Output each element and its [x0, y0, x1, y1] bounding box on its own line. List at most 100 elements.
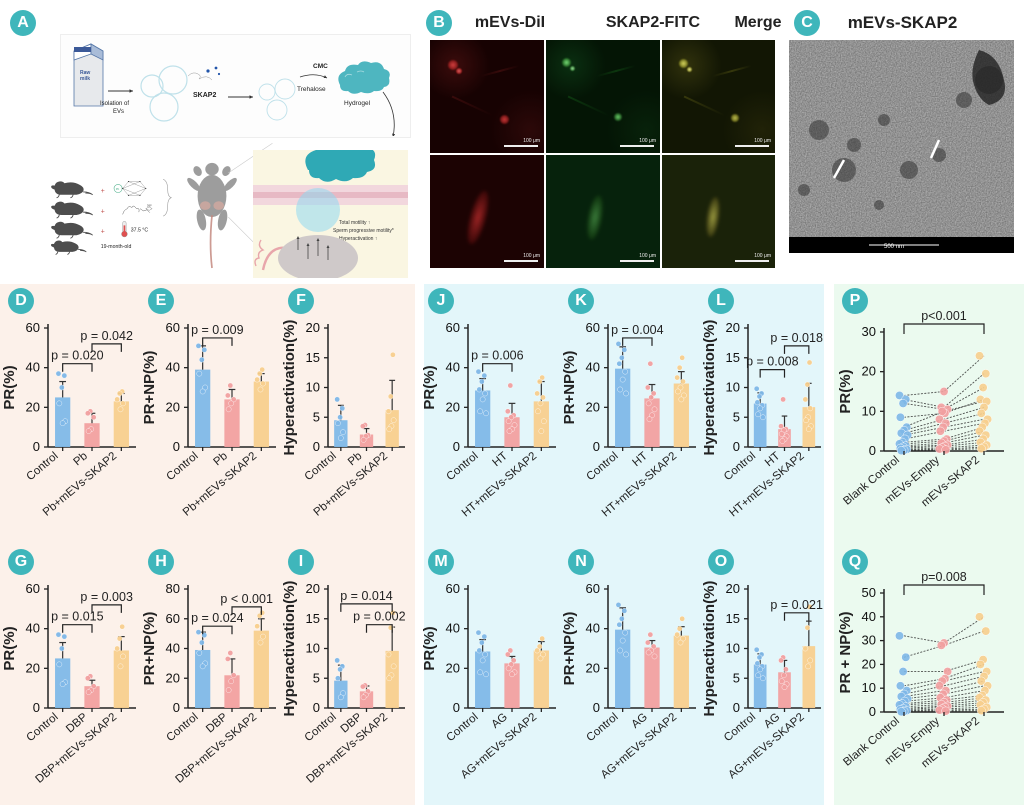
svg-text:Control: Control	[303, 711, 339, 744]
svg-text:40: 40	[166, 360, 180, 375]
svg-text:+: +	[101, 228, 105, 235]
svg-text:40: 40	[862, 609, 876, 624]
svg-text:40: 40	[586, 360, 600, 375]
svg-text:0: 0	[733, 700, 740, 715]
svg-text:20: 20	[446, 660, 460, 675]
svg-text:10: 10	[306, 380, 320, 395]
svg-text:20: 20	[586, 660, 600, 675]
svg-text:10: 10	[726, 641, 740, 656]
svg-text:+: +	[101, 208, 105, 215]
svg-text:p = 0.020: p = 0.020	[51, 349, 104, 363]
svg-text:80: 80	[166, 581, 180, 596]
svg-text:Control: Control	[164, 450, 200, 483]
svg-text:p = 0.014: p = 0.014	[340, 589, 393, 603]
svg-text:20: 20	[446, 399, 460, 414]
svg-text:PR(%): PR(%)	[421, 365, 438, 409]
svg-text:20: 20	[586, 399, 600, 414]
svg-text:Pb: Pb	[71, 450, 89, 468]
svg-text:0: 0	[33, 439, 40, 454]
svg-text:20: 20	[726, 581, 740, 596]
svg-text:EVs: EVs	[113, 109, 124, 115]
svg-text:5: 5	[313, 409, 320, 424]
svg-text:PR(%): PR(%)	[1, 365, 18, 409]
svg-text:20: 20	[166, 670, 180, 685]
svg-text:30: 30	[862, 633, 876, 648]
svg-text:Total motility ↑: Total motility ↑	[339, 220, 370, 226]
svg-text:60: 60	[446, 581, 460, 596]
svg-text:37.5 °C: 37.5 °C	[131, 228, 149, 234]
svg-text:p = 0.024: p = 0.024	[191, 611, 244, 625]
svg-text:Hyperactivation(%): Hyperactivation(%)	[701, 581, 718, 717]
svg-text:0: 0	[453, 439, 460, 454]
svg-text:Control: Control	[722, 450, 758, 483]
svg-text:15: 15	[726, 350, 740, 365]
svg-text:0: 0	[593, 439, 600, 454]
svg-text:20: 20	[306, 581, 320, 596]
svg-text:DBP: DBP	[147, 205, 152, 207]
svg-text:HT: HT	[630, 450, 649, 469]
svg-text:PR + NP(%): PR + NP(%)	[837, 611, 854, 693]
svg-text:p = 0.009: p = 0.009	[191, 323, 244, 337]
svg-text:Control: Control	[164, 711, 200, 744]
svg-text:40: 40	[446, 621, 460, 636]
svg-text:Hyperactivation(%): Hyperactivation(%)	[281, 320, 298, 456]
svg-text:5: 5	[733, 670, 740, 685]
svg-text:Sperm progressive motility*: Sperm progressive motility*	[333, 228, 394, 234]
svg-text:Isolation of: Isolation of	[100, 101, 129, 107]
svg-text:CMC: CMC	[313, 63, 328, 70]
svg-text:60: 60	[166, 611, 180, 626]
svg-text:0: 0	[313, 439, 320, 454]
svg-text:0: 0	[593, 700, 600, 715]
svg-text:0: 0	[173, 700, 180, 715]
svg-text:AG: AG	[489, 711, 509, 731]
svg-text:60: 60	[586, 320, 600, 335]
svg-text:20: 20	[862, 656, 876, 671]
svg-text:10: 10	[862, 403, 876, 418]
svg-text:PR+NP(%): PR+NP(%)	[141, 351, 158, 425]
svg-text:60: 60	[26, 581, 40, 596]
svg-text:PR(%): PR(%)	[1, 626, 18, 670]
svg-text:10: 10	[862, 680, 876, 695]
svg-text:Pb: Pb	[211, 450, 229, 468]
svg-text:40: 40	[26, 360, 40, 375]
svg-text:19-month-old: 19-month-old	[101, 244, 132, 250]
svg-text:500 nm: 500 nm	[884, 244, 904, 250]
svg-text:Control: Control	[24, 711, 60, 744]
svg-text:PR(%): PR(%)	[837, 369, 854, 413]
svg-text:p = 0.008: p = 0.008	[746, 355, 799, 369]
svg-text:AG: AG	[629, 711, 649, 731]
svg-text:40: 40	[446, 360, 460, 375]
svg-text:20: 20	[306, 320, 320, 335]
svg-text:Hyperactivation(%): Hyperactivation(%)	[701, 320, 718, 456]
svg-text:p<0.001: p<0.001	[921, 309, 967, 323]
svg-text:p < 0.001: p < 0.001	[220, 592, 273, 606]
svg-text:p = 0.015: p = 0.015	[51, 610, 104, 624]
svg-text:Pb: Pb	[346, 450, 364, 468]
svg-text:Control: Control	[444, 450, 480, 483]
svg-text:Hydrogel: Hydrogel	[344, 100, 371, 107]
svg-text:p = 0.018: p = 0.018	[770, 331, 823, 345]
svg-text:15: 15	[726, 611, 740, 626]
svg-text:p=0.008: p=0.008	[921, 570, 967, 584]
svg-text:10: 10	[726, 380, 740, 395]
svg-text:Control: Control	[722, 711, 758, 744]
svg-text:0: 0	[453, 700, 460, 715]
svg-text:Control: Control	[24, 450, 60, 483]
svg-text:p = 0.006: p = 0.006	[471, 349, 524, 363]
svg-text:milk: milk	[80, 76, 90, 82]
svg-text:Control: Control	[303, 450, 339, 483]
svg-text:p = 0.021: p = 0.021	[770, 598, 823, 612]
svg-text:60: 60	[166, 320, 180, 335]
svg-text:50: 50	[862, 585, 876, 600]
svg-text:HT: HT	[490, 450, 509, 469]
svg-text:15: 15	[306, 350, 320, 365]
svg-text:Control: Control	[584, 450, 620, 483]
svg-text:30: 30	[862, 324, 876, 339]
svg-text:p = 0.042: p = 0.042	[80, 329, 133, 343]
svg-text:Trehalose: Trehalose	[297, 86, 326, 93]
svg-text:p = 0.002: p = 0.002	[353, 610, 406, 624]
svg-text:PR(%): PR(%)	[421, 626, 438, 670]
svg-text:SKAP2: SKAP2	[193, 92, 216, 99]
svg-text:10: 10	[306, 641, 320, 656]
svg-text:20: 20	[26, 399, 40, 414]
